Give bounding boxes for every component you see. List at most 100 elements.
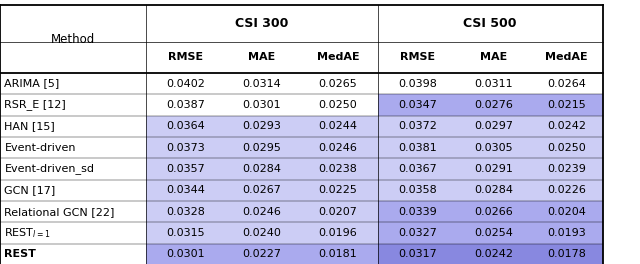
Text: GCN [17]: GCN [17] [4, 185, 56, 195]
Bar [146, 158, 378, 180]
Bar [146, 244, 378, 264]
Text: MAE: MAE [248, 52, 275, 62]
Text: 0.0267: 0.0267 [243, 185, 281, 195]
Bar [378, 137, 603, 158]
Text: CSI 500: CSI 500 [463, 17, 517, 30]
Text: CSI 300: CSI 300 [235, 17, 289, 30]
Text: 0.0227: 0.0227 [243, 249, 281, 259]
Text: 0.0402: 0.0402 [166, 79, 205, 88]
Text: 0.0293: 0.0293 [243, 121, 281, 131]
Text: 0.0305: 0.0305 [474, 143, 513, 153]
Bar [146, 94, 378, 116]
Text: 0.0178: 0.0178 [547, 249, 586, 259]
Bar [146, 222, 378, 244]
Bar [378, 94, 603, 116]
Text: 0.0284: 0.0284 [243, 164, 281, 174]
Text: 0.0240: 0.0240 [243, 228, 281, 238]
Text: 0.0215: 0.0215 [547, 100, 586, 110]
Text: 0.0328: 0.0328 [166, 207, 205, 217]
Text: 0.0381: 0.0381 [398, 143, 436, 153]
Text: RSR_E [12]: RSR_E [12] [4, 100, 66, 110]
Text: 0.0367: 0.0367 [398, 164, 436, 174]
Text: 0.0239: 0.0239 [547, 164, 586, 174]
Text: 0.0372: 0.0372 [398, 121, 436, 131]
Text: 0.0242: 0.0242 [547, 121, 586, 131]
Text: 0.0264: 0.0264 [547, 79, 586, 88]
Text: 0.0242: 0.0242 [474, 249, 513, 259]
Text: 0.0373: 0.0373 [166, 143, 205, 153]
Text: 0.0357: 0.0357 [166, 164, 205, 174]
Bar [0, 244, 146, 264]
Text: RMSE: RMSE [400, 52, 435, 62]
Bar [146, 201, 378, 222]
Bar [0, 116, 146, 137]
Bar [0, 180, 146, 201]
Text: 0.0244: 0.0244 [319, 121, 357, 131]
Text: 0.0225: 0.0225 [319, 185, 357, 195]
Text: 0.0207: 0.0207 [319, 207, 357, 217]
Text: REST$_{l=1}$: REST$_{l=1}$ [4, 226, 51, 240]
Text: 0.0314: 0.0314 [243, 79, 281, 88]
Bar [378, 222, 603, 244]
Text: 0.0347: 0.0347 [398, 100, 436, 110]
Text: 0.0301: 0.0301 [166, 249, 205, 259]
Bar [146, 180, 378, 201]
Text: 0.0193: 0.0193 [547, 228, 586, 238]
Text: REST: REST [4, 249, 36, 259]
Bar [146, 73, 378, 94]
Bar [378, 244, 603, 264]
Text: 0.0181: 0.0181 [319, 249, 357, 259]
Text: 0.0358: 0.0358 [398, 185, 436, 195]
Text: HAN [15]: HAN [15] [4, 121, 55, 131]
Text: 0.0364: 0.0364 [166, 121, 205, 131]
Bar [378, 73, 603, 94]
Text: 0.0398: 0.0398 [398, 79, 436, 88]
Bar [0, 158, 146, 180]
Bar [378, 201, 603, 222]
Text: 0.0266: 0.0266 [474, 207, 513, 217]
Bar [0, 73, 146, 94]
Bar [0, 5, 603, 73]
Bar [378, 158, 603, 180]
Text: 0.0284: 0.0284 [474, 185, 513, 195]
Bar [378, 116, 603, 137]
Text: Event-driven: Event-driven [4, 143, 76, 153]
Text: 0.0226: 0.0226 [547, 185, 586, 195]
Text: 0.0250: 0.0250 [319, 100, 357, 110]
Bar [0, 201, 146, 222]
Text: Relational GCN [22]: Relational GCN [22] [4, 207, 115, 217]
Text: 0.0311: 0.0311 [474, 79, 513, 88]
Text: MAE: MAE [480, 52, 507, 62]
Text: Method: Method [51, 32, 95, 46]
Text: ARIMA [5]: ARIMA [5] [4, 79, 60, 88]
Text: 0.0204: 0.0204 [547, 207, 586, 217]
Bar [0, 94, 146, 116]
Text: 0.0317: 0.0317 [398, 249, 436, 259]
Text: 0.0254: 0.0254 [474, 228, 513, 238]
Text: 0.0246: 0.0246 [319, 143, 357, 153]
Text: 0.0301: 0.0301 [243, 100, 281, 110]
Text: MedAE: MedAE [317, 52, 359, 62]
Text: 0.0315: 0.0315 [166, 228, 205, 238]
Text: 0.0265: 0.0265 [319, 79, 357, 88]
Bar [146, 116, 378, 137]
Bar [378, 180, 603, 201]
Bar [146, 137, 378, 158]
Text: RMSE: RMSE [168, 52, 203, 62]
Text: MedAE: MedAE [545, 52, 588, 62]
Text: 0.0250: 0.0250 [547, 143, 586, 153]
Text: 0.0327: 0.0327 [398, 228, 436, 238]
Text: 0.0295: 0.0295 [243, 143, 281, 153]
Text: 0.0344: 0.0344 [166, 185, 205, 195]
Text: 0.0246: 0.0246 [243, 207, 281, 217]
Text: 0.0238: 0.0238 [319, 164, 357, 174]
Text: 0.0276: 0.0276 [474, 100, 513, 110]
Text: 0.0291: 0.0291 [474, 164, 513, 174]
Text: Event-driven_sd: Event-driven_sd [4, 163, 95, 175]
Bar [0, 137, 146, 158]
Text: 0.0196: 0.0196 [319, 228, 357, 238]
Bar [0, 222, 146, 244]
Text: 0.0339: 0.0339 [398, 207, 436, 217]
Text: 0.0297: 0.0297 [474, 121, 513, 131]
Text: 0.0387: 0.0387 [166, 100, 205, 110]
